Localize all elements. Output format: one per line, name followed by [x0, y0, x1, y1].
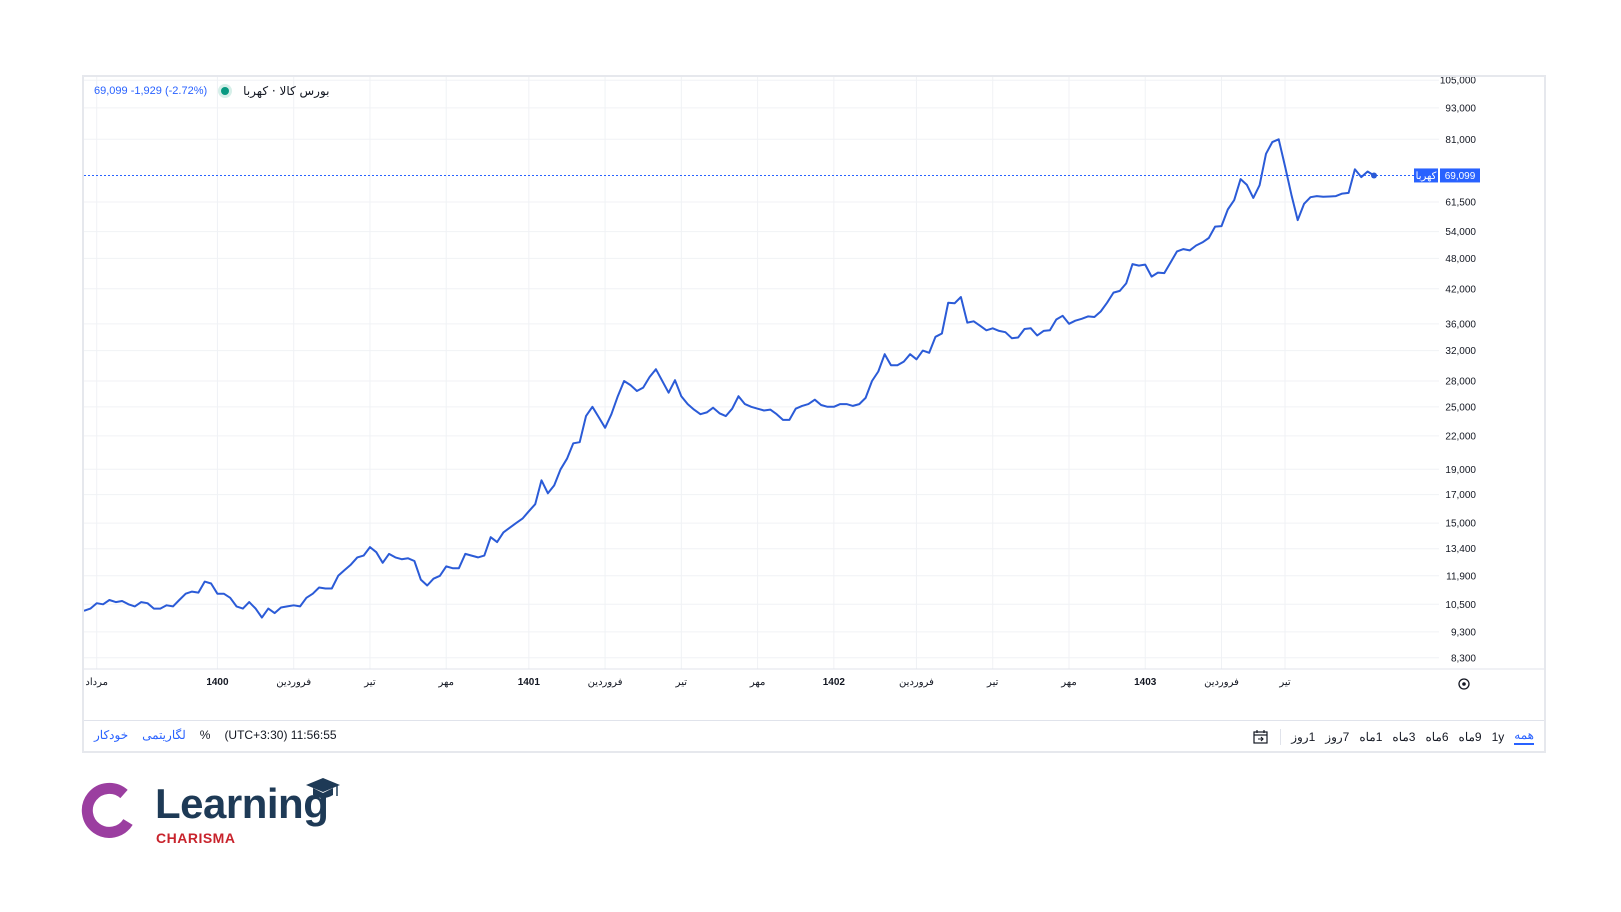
last-price-label: کهربا 69,099: [1414, 168, 1480, 183]
last-price-value: 69,099: [1445, 171, 1476, 182]
y-tick-label: 54,000: [1445, 227, 1476, 238]
price-chart[interactable]: 105,000 93,000 81,000 61,500 54,000 48,000 42,…: [84, 77, 1544, 717]
range-all[interactable]: همه: [1514, 728, 1534, 745]
y-tick-label: 48,000: [1445, 254, 1476, 265]
chart-container: 105,000 93,000 81,000 61,500 54,000 48,000 42,…: [82, 75, 1546, 753]
logo-wordmark: Learning: [155, 780, 329, 827]
y-tick-label: 105,000: [1440, 77, 1477, 87]
x-tick-label: فروردین: [588, 677, 623, 688]
x-tick-label: 1400: [206, 677, 229, 688]
y-tick-label: 9,300: [1451, 627, 1476, 638]
scale-controls: خودکار لگاریتمی % (UTC+3:30) 11:56:55: [94, 728, 337, 742]
x-tick-label: تیر: [363, 677, 376, 688]
x-tick-label: 1402: [823, 677, 846, 688]
x-tick-label: تیر: [675, 677, 688, 688]
symbol-title: بورس کالا · کهربا: [243, 84, 330, 98]
y-tick-label: 25,000: [1445, 402, 1476, 413]
last-price-dot: [1371, 172, 1377, 179]
percent-scale-button[interactable]: %: [199, 728, 211, 742]
y-tick-label: 93,000: [1445, 103, 1476, 114]
log-scale-button[interactable]: لگاریتمی: [142, 728, 186, 742]
price-readout: 69,099 -1,929 (-2.72%): [94, 85, 207, 97]
y-tick-label: 10,500: [1445, 600, 1476, 611]
y-tick-label: 8,300: [1451, 653, 1476, 664]
logo-ring-icon: [81, 782, 133, 838]
x-tick-label: تیر: [986, 677, 999, 688]
settings-icon[interactable]: [1458, 678, 1470, 690]
range-1d[interactable]: 1روز: [1291, 729, 1316, 744]
y-tick-label: 15,000: [1445, 519, 1476, 530]
y-tick-label: 61,500: [1445, 197, 1476, 208]
calendar-goto-icon[interactable]: [1252, 729, 1270, 745]
range-1m[interactable]: 1ماه: [1359, 729, 1383, 744]
range-9m[interactable]: 9ماه: [1458, 729, 1482, 744]
y-tick-label: 19,000: [1445, 465, 1476, 476]
y-tick-label: 42,000: [1445, 284, 1476, 295]
bottom-toolbar: خودکار لگاریتمی % (UTC+3:30) 11:56:55 هم…: [84, 720, 1544, 752]
x-tick-label: مهر: [437, 677, 453, 688]
auto-scale-button[interactable]: خودکار: [94, 728, 129, 742]
y-tick-label: 36,000: [1445, 319, 1476, 330]
x-tick-label: مهر: [1060, 677, 1076, 688]
market-status-icon: [221, 87, 230, 95]
last-price: 69,099: [94, 85, 128, 97]
graduation-cap-icon: [306, 778, 340, 798]
range-7d[interactable]: 7روز: [1325, 729, 1350, 744]
x-tick-label: فروردین: [899, 677, 934, 688]
date-range-divider: [1280, 728, 1282, 745]
chart-header: بورس کالا · کهربا 69,099 -1,929 (-2.72%): [94, 84, 330, 98]
y-tick-label: 32,000: [1445, 346, 1476, 357]
x-tick-label: مهر: [749, 677, 765, 688]
y-tick-label: 13,400: [1445, 544, 1476, 555]
x-tick-label: 1403: [1134, 677, 1157, 688]
brand-logo: Learning CHARISMA: [80, 778, 380, 850]
price-change: -1,929: [130, 85, 162, 97]
x-tick-label: تیر: [1278, 677, 1291, 688]
price-series-line: [84, 138, 1375, 619]
y-tick-label: 81,000: [1445, 135, 1476, 146]
x-tick-label: مرداد: [85, 677, 108, 688]
y-tick-label: 11,900: [1446, 571, 1476, 582]
y-tick-label: 22,000: [1445, 431, 1476, 442]
logo-subtitle: CHARISMA: [156, 830, 236, 846]
y-tick-label: 17,000: [1445, 490, 1476, 501]
price-change-pct: (-2.72%): [164, 85, 208, 97]
x-tick-label: فروردین: [1204, 677, 1239, 688]
last-price-tag: کهربا: [1416, 171, 1437, 182]
clock-readout: (UTC+3:30) 11:56:55: [224, 728, 337, 742]
y-tick-label: 28,000: [1445, 377, 1476, 388]
range-selector: همه 1y 9ماه 6ماه 3ماه 1ماه 7روز 1روز: [1252, 728, 1534, 745]
x-tick-label: فروردین: [276, 677, 311, 688]
range-6m[interactable]: 6ماه: [1425, 729, 1449, 744]
range-1y[interactable]: 1y: [1491, 729, 1505, 744]
x-tick-label: 1401: [518, 677, 541, 688]
range-3m[interactable]: 3ماه: [1392, 729, 1416, 744]
